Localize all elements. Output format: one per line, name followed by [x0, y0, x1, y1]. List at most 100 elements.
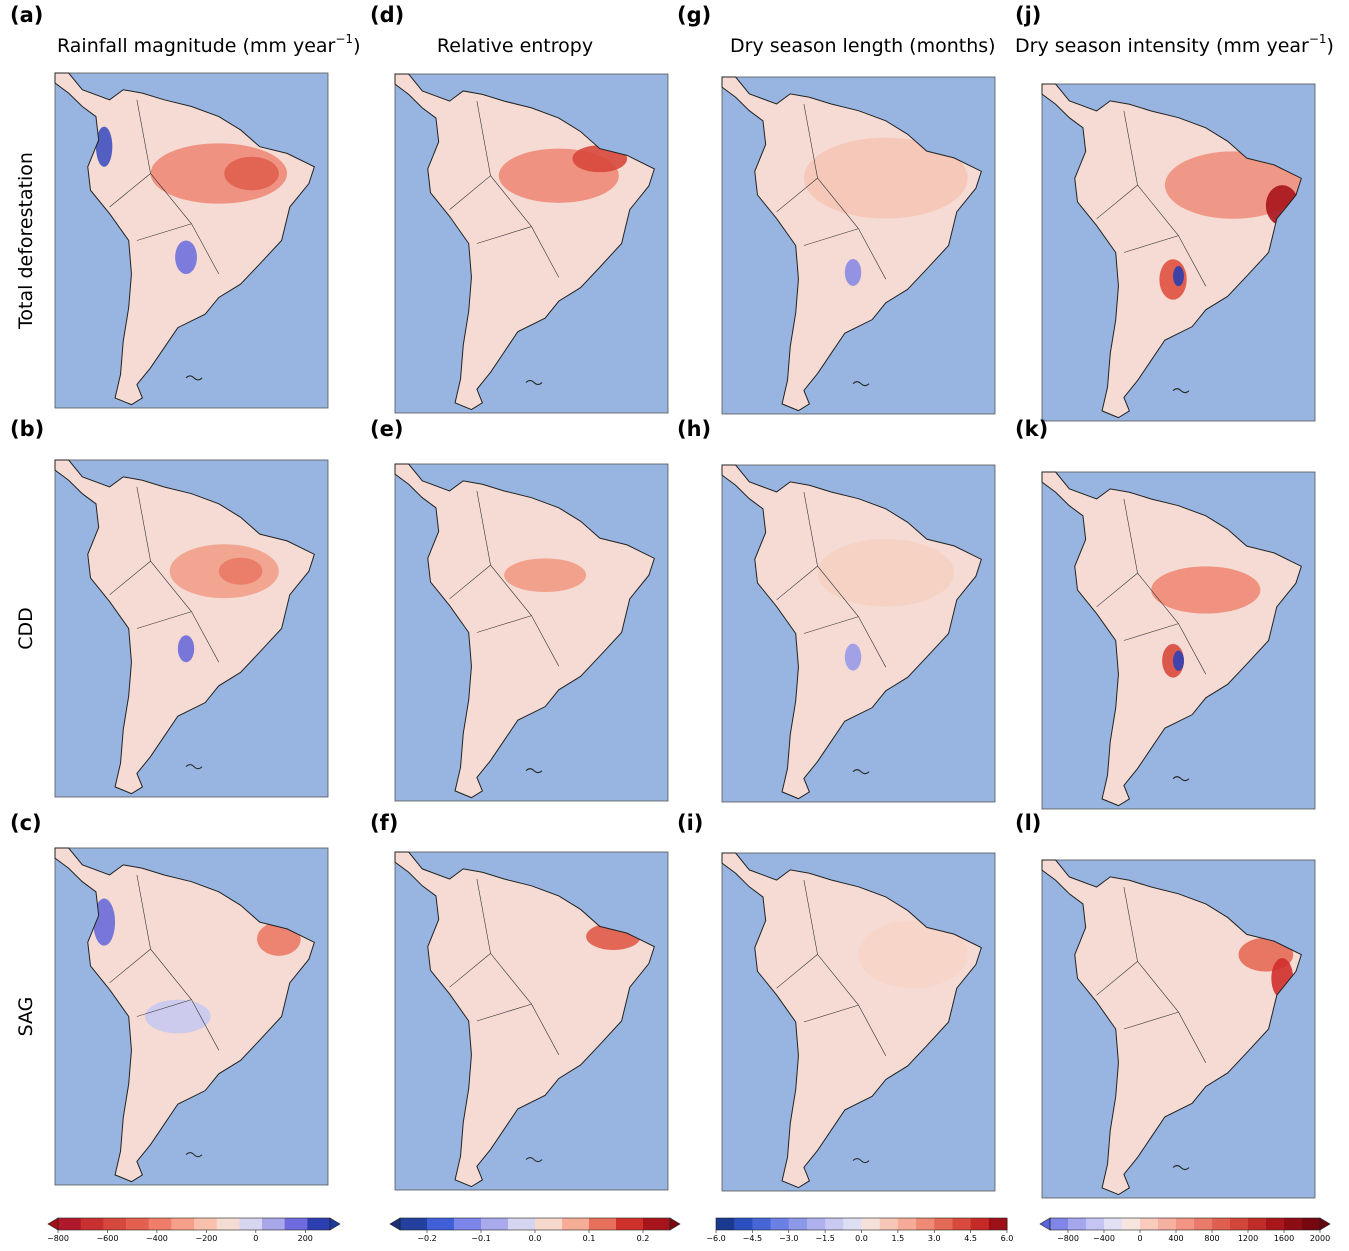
colorbar-bin	[1122, 1218, 1141, 1230]
colorbar-tick-label: 1.5	[892, 1234, 905, 1243]
colorbar-tick-label: −400	[146, 1234, 168, 1243]
title-sup: −1	[1309, 32, 1327, 46]
shade	[845, 644, 861, 671]
shade	[1173, 651, 1184, 671]
colorbar-bin	[1284, 1218, 1303, 1230]
colorbar-tick-label: −0.1	[471, 1234, 490, 1243]
colorbar-bin	[1230, 1218, 1249, 1230]
colorbar-bin	[454, 1218, 482, 1230]
colorbar-bin	[1266, 1218, 1285, 1230]
colorbar-bin	[734, 1218, 753, 1230]
column-title: Rainfall magnitude (mm year−1)	[57, 32, 360, 57]
shade	[96, 127, 112, 167]
colorbar-bin	[807, 1218, 826, 1230]
colorbar-tick-label: −4.5	[743, 1234, 762, 1243]
map-panel	[55, 460, 328, 797]
colorbar-extend	[1040, 1218, 1050, 1230]
colorbar-bin	[262, 1218, 285, 1230]
panel-label: (a)	[10, 3, 43, 27]
colorbar-tick-label: 1200	[1238, 1234, 1258, 1243]
title-text: Dry season length (months)	[730, 35, 996, 57]
map-panel	[55, 848, 328, 1185]
colorbar-tick-label: −3.0	[779, 1234, 798, 1243]
colorbar-bin	[1194, 1218, 1213, 1230]
colorbar-bin	[971, 1218, 990, 1230]
colorbar-tick-label: 0.1	[583, 1234, 596, 1243]
colorbar-bin	[643, 1218, 671, 1230]
colorbar-extend	[330, 1218, 340, 1230]
colorbar-tick-label: 4.5	[964, 1234, 977, 1243]
colorbar-bin	[562, 1218, 590, 1230]
title-tail: )	[1327, 35, 1334, 57]
panel-label: (i)	[677, 811, 703, 835]
column-title: Dry season intensity (mm year−1)	[1015, 32, 1334, 57]
colorbar-tick-label: 200	[298, 1234, 313, 1243]
colorbar-bin	[171, 1218, 194, 1230]
map-panel	[722, 853, 995, 1191]
colorbar-bin	[481, 1218, 509, 1230]
colorbar-tick-label: 400	[1168, 1234, 1183, 1243]
colorbar-tick-label: 800	[1204, 1234, 1219, 1243]
colorbar-tick-label: −600	[96, 1234, 118, 1243]
colorbar-bin	[752, 1218, 771, 1230]
colorbar-tick-label: 0	[1137, 1234, 1142, 1243]
colorbar-tick-label: 6.0	[1001, 1234, 1014, 1243]
colorbar-bin	[1050, 1218, 1069, 1230]
colorbar-bin	[1086, 1218, 1105, 1230]
column-title: Relative entropy	[437, 35, 593, 57]
colorbar-tick-label: −800	[47, 1234, 69, 1243]
colorbar-bin	[1212, 1218, 1231, 1230]
colorbar-bin	[535, 1218, 563, 1230]
map-panel	[395, 464, 668, 801]
colorbar-tick-label: −400	[1093, 1234, 1115, 1243]
title-text: Rainfall magnitude (mm year	[57, 35, 336, 57]
colorbar-bin	[916, 1218, 935, 1230]
colorbar-bin	[1068, 1218, 1087, 1230]
title-text: Relative entropy	[437, 35, 593, 57]
colorbar-tick-label: 0.0	[855, 1234, 868, 1243]
panel-label: (k)	[1015, 417, 1048, 441]
shade	[818, 539, 955, 606]
colorbar-bin	[508, 1218, 536, 1230]
colorbar-tick-label: 1600	[1274, 1234, 1294, 1243]
colorbar-bin	[898, 1218, 917, 1230]
map-panel	[1042, 472, 1315, 809]
colorbar-bin	[194, 1218, 217, 1230]
colorbar-extend	[48, 1218, 58, 1230]
colorbar-bin	[285, 1218, 308, 1230]
colorbar-bin	[239, 1218, 262, 1230]
panel-label: (d)	[370, 3, 404, 27]
row-label: Total deforestation	[15, 152, 37, 330]
colorbar-extend	[670, 1218, 680, 1230]
map-panel	[722, 77, 995, 414]
colorbar-bin	[81, 1218, 104, 1230]
colorbar-tick-label: −6.0	[706, 1234, 725, 1243]
shade	[1173, 266, 1184, 286]
panel-label: (g)	[677, 3, 711, 27]
map-panel	[722, 465, 995, 802]
colorbar-tick-label: −200	[195, 1234, 217, 1243]
title-sup: −1	[335, 32, 353, 46]
colorbar-bin	[843, 1218, 862, 1230]
colorbar-bin	[1176, 1218, 1195, 1230]
column-title: Dry season length (months)	[730, 35, 996, 57]
map-panel	[395, 74, 668, 413]
colorbar-tick-label: −800	[1057, 1234, 1079, 1243]
colorbar-tick-label: 3.0	[928, 1234, 941, 1243]
colorbar-bin	[825, 1218, 844, 1230]
title-text: Dry season intensity (mm year	[1015, 35, 1309, 57]
colorbar-bin	[103, 1218, 126, 1230]
colorbar-bin	[1302, 1218, 1321, 1230]
colorbar-tick-label: 0.0	[529, 1234, 542, 1243]
map-panel	[1042, 84, 1315, 421]
colorbar-tick-label: 0	[253, 1234, 258, 1243]
row-label: CDD	[15, 607, 37, 650]
panel-label: (j)	[1015, 3, 1041, 27]
colorbar-bin	[400, 1218, 428, 1230]
panel-label: (e)	[370, 417, 403, 441]
panel-label: (f)	[370, 811, 398, 835]
colorbar-bin	[934, 1218, 953, 1230]
colorbar-extend	[1320, 1218, 1330, 1230]
shade	[1151, 566, 1260, 613]
colorbar-bin	[427, 1218, 455, 1230]
